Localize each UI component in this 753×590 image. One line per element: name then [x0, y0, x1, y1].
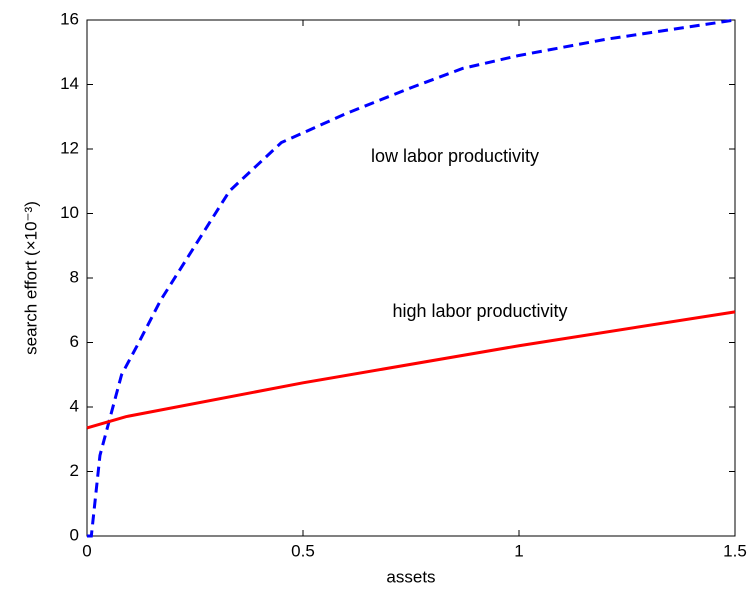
- y-tick-label: 0: [70, 525, 79, 544]
- y-tick-label: 2: [70, 461, 79, 480]
- series-line: [86, 310, 736, 430]
- series-annotation: high labor productivity: [392, 301, 567, 321]
- y-tick-label: 14: [60, 74, 79, 93]
- series-line: [87, 18, 736, 538]
- y-tick-label: 6: [70, 332, 79, 351]
- x-tick-label: 0.5: [291, 541, 315, 560]
- x-tick-label: 0: [82, 541, 91, 560]
- y-tick-label: 12: [60, 138, 79, 157]
- series-annotation: low labor productivity: [371, 146, 539, 166]
- x-axis-label: assets: [386, 567, 435, 586]
- y-tick-label: 10: [60, 203, 79, 222]
- y-tick-label: 8: [70, 267, 79, 286]
- y-axis-label: search effort (×10⁻³): [21, 201, 40, 355]
- x-tick-label: 1.5: [723, 541, 747, 560]
- y-tick-label: 16: [60, 9, 79, 28]
- y-tick-label: 4: [70, 396, 79, 415]
- plot-area: [86, 19, 736, 537]
- x-tick-label: 1: [514, 541, 523, 560]
